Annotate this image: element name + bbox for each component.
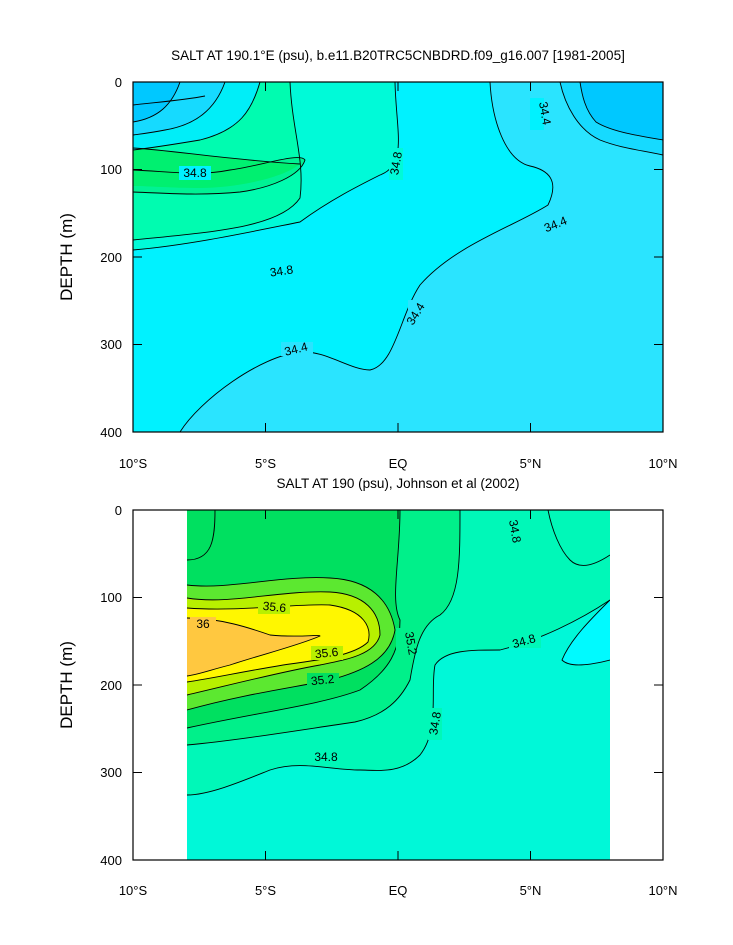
bottom-y-tick-label: 0 <box>115 503 122 518</box>
top-contour-line <box>133 82 226 136</box>
svg-text:34.4: 34.4 <box>283 339 309 358</box>
top-contour-line <box>133 82 261 151</box>
bottom-contour-line <box>187 577 396 711</box>
bottom-x-axis: 10°S 5°S EQ 5°N 10°N <box>119 510 678 898</box>
top-y-tick-label: 100 <box>100 162 122 177</box>
svg-text:35.6: 35.6 <box>314 645 339 661</box>
top-contour-line <box>579 82 663 141</box>
bottom-contour-line <box>187 617 321 677</box>
bottom-y-tick-label: 400 <box>100 853 122 868</box>
bottom-contour-labels: 34.8 35.2 35.6 36 35.6 35.2 34.8 34.8 34… <box>190 516 541 764</box>
bottom-contours <box>187 510 610 796</box>
svg-text:34.8: 34.8 <box>426 710 444 736</box>
bottom-contour-label: 34.8 <box>310 750 342 764</box>
bottom-y-tick-label: 100 <box>100 590 122 605</box>
top-x-tick-label: 5°S <box>255 456 276 471</box>
top-x-tick-label: 5°N <box>520 456 542 471</box>
bottom-chart-title: SALT AT 190 (psu), Johnson et al (2002) <box>277 476 520 491</box>
svg-text:34.8: 34.8 <box>314 750 338 764</box>
top-x-tick-label: 10°S <box>119 456 148 471</box>
top-x-tick-label: 10°N <box>648 456 677 471</box>
top-x-tick-label: EQ <box>389 456 408 471</box>
top-contour-line <box>133 147 301 165</box>
bottom-contour-label: 35.2 <box>307 672 339 688</box>
bottom-contour-label: 35.2 <box>396 628 420 660</box>
top-y-tick-label: 0 <box>115 75 122 90</box>
top-contour-line <box>559 82 663 156</box>
top-contour-label: 34.8 <box>266 262 298 280</box>
top-contour-label: 34.4 <box>541 213 573 235</box>
svg-text:34.8: 34.8 <box>506 519 524 545</box>
svg-text:34.8: 34.8 <box>183 166 207 180</box>
bottom-contour-line <box>187 510 216 561</box>
top-y-axis: 0 100 200 300 400 DEPTH (m) <box>57 75 663 440</box>
bottom-contour-line <box>187 510 461 746</box>
top-panel: SALT AT 190.1°E (psu), b.e11.B20TRC5CNBD… <box>57 48 678 471</box>
top-fill-core <box>133 148 300 188</box>
top-y-axis-title: DEPTH (m) <box>57 213 76 301</box>
svg-text:36: 36 <box>196 617 210 631</box>
bottom-x-tick-label: 5°N <box>520 883 542 898</box>
top-y-tick-label: 200 <box>100 250 122 265</box>
bottom-contour-label: 36 <box>190 617 216 631</box>
top-x-axis: 10°S 5°S EQ 5°N 10°N <box>119 82 678 471</box>
top-contour-line <box>133 95 206 106</box>
bottom-x-tick-label: 5°S <box>255 883 276 898</box>
bottom-contour-line <box>187 591 381 696</box>
svg-text:34.8: 34.8 <box>511 631 538 651</box>
top-contour-line <box>133 82 181 123</box>
bottom-contour-label: 34.8 <box>426 708 444 740</box>
top-chart-title: SALT AT 190.1°E (psu), b.e11.B20TRC5CNBD… <box>171 48 625 63</box>
top-contour-line <box>133 82 302 241</box>
svg-text:35.2: 35.2 <box>310 672 335 688</box>
bottom-contour-label: 34.8 <box>509 631 541 651</box>
bottom-contour-line <box>187 510 401 729</box>
bottom-contour-label: 35.6 <box>258 599 290 615</box>
bottom-y-axis-title: DEPTH (m) <box>57 641 76 729</box>
top-contour-label: 34.4 <box>530 98 554 130</box>
svg-text:34.8: 34.8 <box>387 150 405 176</box>
top-fill-shallow-3 <box>133 82 180 122</box>
bottom-contour-label: 35.6 <box>311 645 343 661</box>
svg-text:34.4: 34.4 <box>536 101 554 127</box>
bottom-contour-line <box>547 510 610 566</box>
bottom-plot-area <box>187 510 610 860</box>
bottom-contour-line <box>561 599 610 666</box>
bottom-y-axis: 0 100 200 300 400 DEPTH (m) <box>57 503 663 868</box>
bottom-y-tick-label: 200 <box>100 678 122 693</box>
top-contour-labels: 34.8 34.8 34.4 34.4 34.8 34.4 34.4 <box>179 98 573 359</box>
top-contour-line <box>133 82 399 251</box>
bottom-panel: SALT AT 190 (psu), Johnson et al (2002) <box>57 476 678 898</box>
top-contour-label: 34.8 <box>179 166 211 180</box>
bottom-y-tick-label: 300 <box>100 765 122 780</box>
top-contour-label: 34.4 <box>281 339 313 359</box>
svg-text:34.8: 34.8 <box>269 262 294 279</box>
top-fill-ne-2 <box>580 82 663 140</box>
top-y-tick-label: 300 <box>100 337 122 352</box>
top-contours <box>133 82 663 432</box>
bottom-fill-west-gap <box>187 510 215 560</box>
bottom-contour-label: 34.8 <box>500 516 524 548</box>
top-contour-label: 34.8 <box>387 148 405 180</box>
bottom-x-tick-label: 10°N <box>648 883 677 898</box>
bottom-fill-36-2 <box>187 618 320 676</box>
bottom-x-tick-label: 10°S <box>119 883 148 898</box>
bottom-x-tick-label: EQ <box>389 883 408 898</box>
svg-text:35.6: 35.6 <box>262 599 287 615</box>
svg-text:35.2: 35.2 <box>402 631 420 657</box>
top-y-tick-label: 400 <box>100 425 122 440</box>
